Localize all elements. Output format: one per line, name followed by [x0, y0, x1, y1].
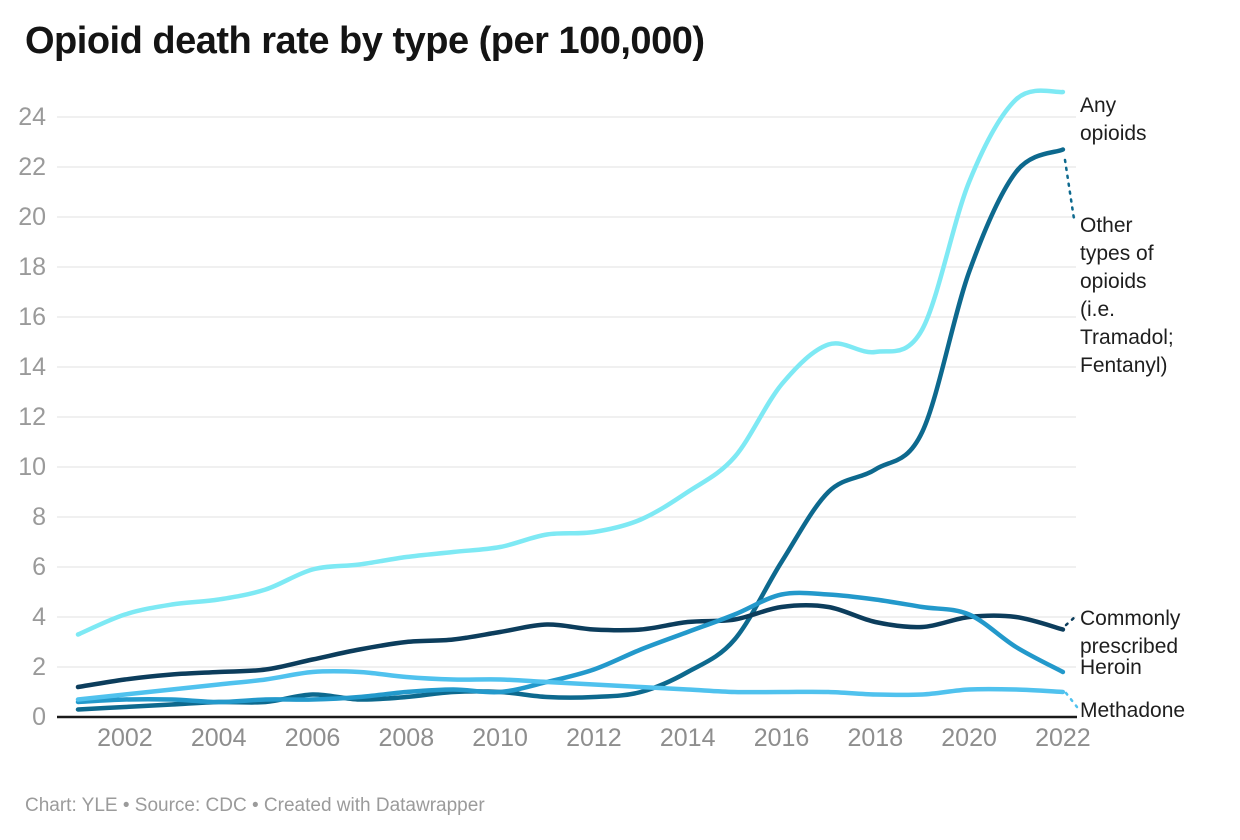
label-connector-methadone — [1064, 691, 1079, 709]
y-tick-label-20: 20 — [18, 203, 46, 231]
series-line-methadone — [75, 669, 1066, 702]
y-tick-label-22: 22 — [18, 153, 46, 181]
series-label-other-types-of-opioids: Other types of opioids (i.e. Tramadol; F… — [1080, 214, 1174, 377]
y-tick-label-10: 10 — [18, 453, 46, 481]
x-tick-label-2022: 2022 — [1035, 724, 1091, 752]
y-tick-label-12: 12 — [18, 403, 46, 431]
x-tick-label-2008: 2008 — [378, 724, 435, 752]
label-connector-other-types-of-opioids — [1063, 158, 1076, 221]
chart-title: Opioid death rate by type (per 100,000) — [25, 20, 705, 62]
x-tick-label-2010: 2010 — [472, 724, 528, 752]
series-line-heroin — [75, 590, 1066, 705]
series-line-any-opioids — [75, 88, 1066, 637]
x-tick-label-2004: 2004 — [190, 724, 247, 752]
y-tick-label-16: 16 — [18, 303, 46, 331]
y-tick-label-18: 18 — [18, 253, 46, 281]
x-tick-label-2012: 2012 — [566, 724, 622, 752]
x-tick-label-2014: 2014 — [659, 724, 716, 752]
y-tick-label-24: 24 — [18, 103, 46, 131]
series-label-any-opioids: Any opioids — [1080, 94, 1147, 145]
x-tick-label-2016: 2016 — [753, 724, 810, 752]
y-tick-label-14: 14 — [18, 353, 46, 381]
series-label-commonly-prescribed: Commonly prescribed — [1080, 607, 1181, 658]
y-tick-label-2: 2 — [32, 653, 46, 681]
label-connector-commonly-prescribed — [1064, 614, 1078, 627]
x-tick-label-2002: 2002 — [97, 724, 153, 752]
y-tick-label-0: 0 — [32, 703, 46, 731]
series-label-heroin: Heroin — [1080, 656, 1142, 679]
y-tick-label-8: 8 — [32, 503, 46, 531]
x-tick-label-2020: 2020 — [941, 724, 997, 752]
series-label-methadone: Methadone — [1080, 699, 1186, 722]
series-line-other-types-of-opioids — [75, 147, 1066, 712]
chart-footer-attribution: Chart: YLE • Source: CDC • Created with … — [25, 795, 485, 816]
y-tick-label-4: 4 — [32, 603, 46, 631]
x-tick-label-2018: 2018 — [847, 724, 904, 752]
x-tick-label-2006: 2006 — [284, 724, 341, 752]
y-tick-label-6: 6 — [32, 553, 46, 581]
series-line-commonly-prescribed — [75, 603, 1066, 690]
